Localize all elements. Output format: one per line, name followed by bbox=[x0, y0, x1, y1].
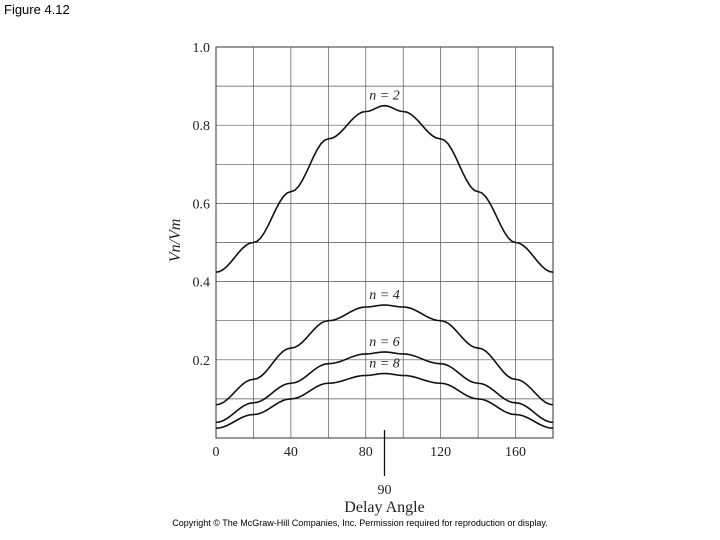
series-label: n = 6 bbox=[369, 335, 399, 350]
x-tick-label: 160 bbox=[505, 445, 526, 460]
x-tick-label: 40 bbox=[284, 445, 298, 460]
y-tick-label: 0.8 bbox=[193, 119, 211, 134]
chart-ticks: 0 40 80 120 160 0.2 0.4 0.6 0.8 1.0 bbox=[193, 41, 527, 460]
x-tick-label: 0 bbox=[213, 445, 220, 460]
x-tick-label: 120 bbox=[430, 445, 451, 460]
x-axis-label: Delay Angle bbox=[344, 499, 424, 516]
annotation-label: 90 bbox=[378, 483, 392, 498]
y-tick-label: 0.6 bbox=[193, 197, 211, 212]
chart-grid bbox=[215, 46, 554, 439]
series-line-2 bbox=[215, 351, 554, 424]
copyright-notice: Copyright © The McGraw-Hill Companies, I… bbox=[172, 518, 548, 528]
y-tick-label: 0.2 bbox=[193, 354, 211, 369]
series-label: n = 2 bbox=[369, 89, 399, 104]
y-axis-label: Vn/Vm bbox=[167, 219, 184, 263]
series-line-1 bbox=[215, 304, 554, 406]
figure-label: Figure 4.12 bbox=[4, 2, 70, 17]
chart-series bbox=[215, 104, 554, 430]
series-line-0 bbox=[215, 104, 554, 274]
x-tick-label: 80 bbox=[359, 445, 373, 460]
series-label: n = 8 bbox=[369, 356, 399, 371]
series-line-3 bbox=[215, 372, 554, 430]
y-tick-label: 0.4 bbox=[193, 276, 211, 291]
series-label: n = 4 bbox=[369, 288, 399, 303]
y-tick-label: 1.0 bbox=[193, 41, 211, 56]
